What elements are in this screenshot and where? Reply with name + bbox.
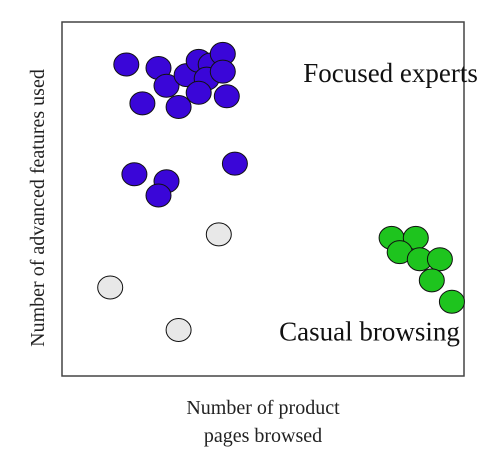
scatter-point-s2-6 <box>438 289 465 314</box>
scatter-point-s0-9 <box>209 59 236 84</box>
scatter-point-s0-13 <box>221 151 248 176</box>
scatter-point-s1-1 <box>97 275 124 300</box>
scatter-point-s0-0 <box>113 52 140 77</box>
annotation-focused-experts: Focused experts <box>303 58 478 88</box>
scatter-point-s2-5 <box>418 268 445 293</box>
points-layer <box>97 41 465 342</box>
scatter-point-s1-2 <box>165 318 192 342</box>
scatter-point-s0-2 <box>153 73 180 98</box>
scatter-point-s0-14 <box>121 162 148 187</box>
scatter-point-s0-7 <box>185 80 212 105</box>
scatter-point-s2-4 <box>426 247 453 272</box>
y-axis-label: Number of advanced features used <box>27 69 49 347</box>
plot-frame <box>61 21 465 377</box>
scatter-point-s1-0 <box>205 222 232 247</box>
scatter-point-s0-11 <box>129 91 156 116</box>
scatter-point-s0-10 <box>213 84 240 109</box>
scatter-point-s0-12 <box>165 95 192 119</box>
x-axis-label-line-1: Number of product <box>186 397 340 419</box>
x-axis-label-line-2: pages browsed <box>204 425 322 447</box>
annotation-casual-browsing: Casual browsing <box>279 317 460 347</box>
scatter-point-s0-16 <box>145 183 172 208</box>
